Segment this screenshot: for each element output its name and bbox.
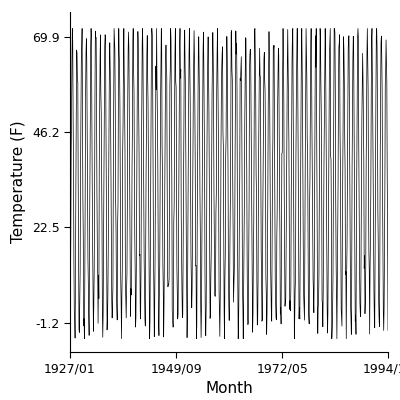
X-axis label: Month: Month: [205, 381, 253, 396]
Y-axis label: Temperature (F): Temperature (F): [11, 121, 26, 243]
